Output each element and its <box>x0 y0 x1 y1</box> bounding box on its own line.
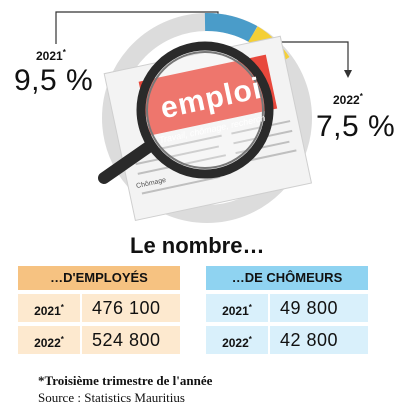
arrow-head-2022 <box>344 70 352 78</box>
section-title: Le nombre… <box>130 233 265 258</box>
year-2022-label: 2022* <box>333 92 363 107</box>
chomeurs-value-2022: 42 800 <box>270 326 368 354</box>
chomeurs-value-2021: 49 800 <box>270 294 368 322</box>
employes-value-2021: 476 100 <box>82 294 180 322</box>
chomeurs-year-2021: 2021* <box>206 294 268 322</box>
employes-header: …D'EMPLOYÉS <box>18 266 180 290</box>
callout-line-2022 <box>268 41 349 70</box>
ring-segment-blue <box>204 13 258 43</box>
chomeurs-header: …DE CHÔMEURS <box>206 266 368 290</box>
pct-2022: 7,5 % <box>316 110 396 143</box>
employes-year-2021: 2021* <box>18 294 80 322</box>
chomeurs-year-2022: 2022* <box>206 326 268 354</box>
pct-2021: 9,5 % <box>14 64 94 97</box>
year-2021-label: 2021* <box>36 48 66 63</box>
footnote: *Troisième trimestre de l'année <box>38 373 213 388</box>
employes-value-2022: 524 800 <box>82 326 180 354</box>
employes-year-2022: 2022* <box>18 326 80 354</box>
illustration <box>55 11 352 223</box>
source: Source : Statistics Mauritius <box>38 390 185 405</box>
magnifier-icon <box>98 41 274 184</box>
